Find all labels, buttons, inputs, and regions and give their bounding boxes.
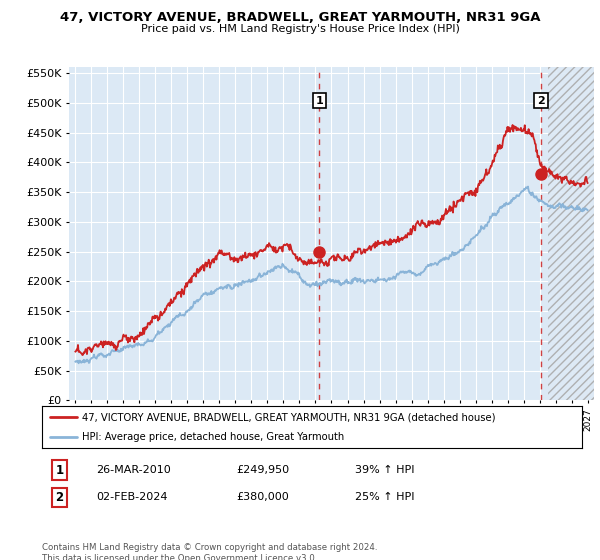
- Text: 2: 2: [537, 96, 545, 105]
- Text: 47, VICTORY AVENUE, BRADWELL, GREAT YARMOUTH, NR31 9GA (detached house): 47, VICTORY AVENUE, BRADWELL, GREAT YARM…: [83, 412, 496, 422]
- Text: 39% ↑ HPI: 39% ↑ HPI: [355, 465, 415, 475]
- Text: Contains HM Land Registry data © Crown copyright and database right 2024.
This d: Contains HM Land Registry data © Crown c…: [42, 543, 377, 560]
- Text: £249,950: £249,950: [236, 465, 290, 475]
- Text: 25% ↑ HPI: 25% ↑ HPI: [355, 492, 415, 502]
- Bar: [548, 67, 594, 400]
- Text: HPI: Average price, detached house, Great Yarmouth: HPI: Average price, detached house, Grea…: [83, 432, 345, 442]
- Text: 2: 2: [56, 491, 64, 504]
- Text: 02-FEB-2024: 02-FEB-2024: [96, 492, 167, 502]
- Text: 47, VICTORY AVENUE, BRADWELL, GREAT YARMOUTH, NR31 9GA: 47, VICTORY AVENUE, BRADWELL, GREAT YARM…: [60, 11, 540, 24]
- Text: 1: 1: [56, 464, 64, 477]
- Bar: [548, 67, 594, 400]
- Text: £380,000: £380,000: [236, 492, 289, 502]
- Text: Price paid vs. HM Land Registry's House Price Index (HPI): Price paid vs. HM Land Registry's House …: [140, 24, 460, 34]
- Text: 26-MAR-2010: 26-MAR-2010: [96, 465, 171, 475]
- Text: 1: 1: [316, 96, 323, 105]
